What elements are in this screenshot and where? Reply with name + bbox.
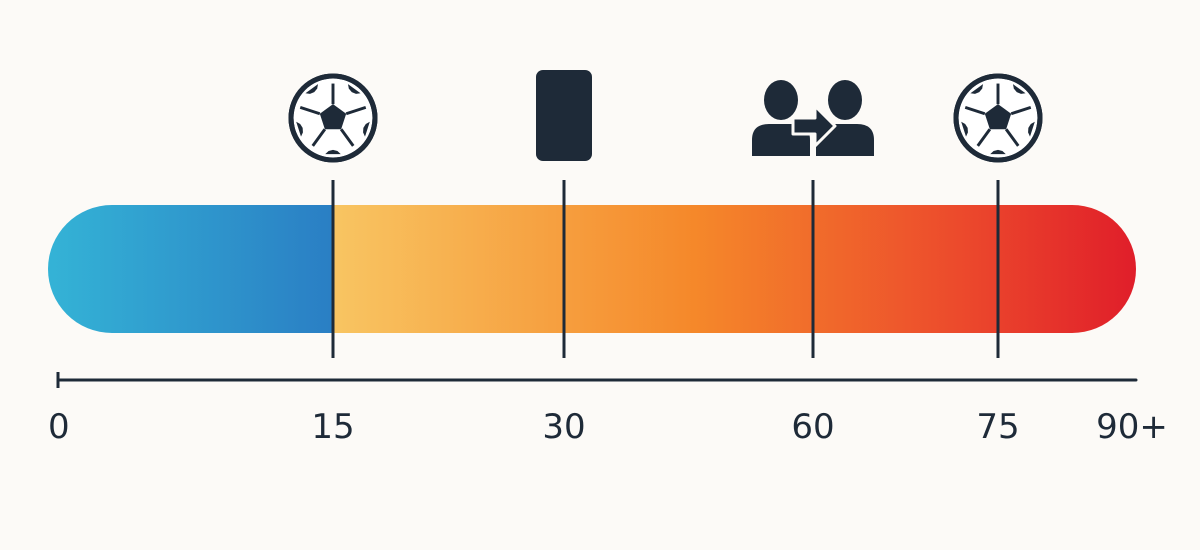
soccer-ball-icon-3 [953,73,1043,163]
tick-labels: 0 15 30 60 75 90+ [48,407,1168,447]
soccer-ball-icon-0 [288,73,378,163]
tick-label-2: 30 [542,407,585,447]
card-icon-1 [536,70,592,161]
tick-label-0: 0 [48,407,70,447]
minute-bar [48,205,1136,333]
tick-label-5: 90+ [1096,407,1168,447]
event-markers [331,180,1000,358]
substitution-icon-2 [752,80,874,156]
tick-label-3: 60 [791,407,834,447]
tick-label-1: 15 [311,407,354,447]
bar-segment-rest [333,205,1136,333]
tick-label-4: 75 [976,407,1019,447]
event-icons [288,70,1043,163]
bar-segment-first [48,205,335,333]
